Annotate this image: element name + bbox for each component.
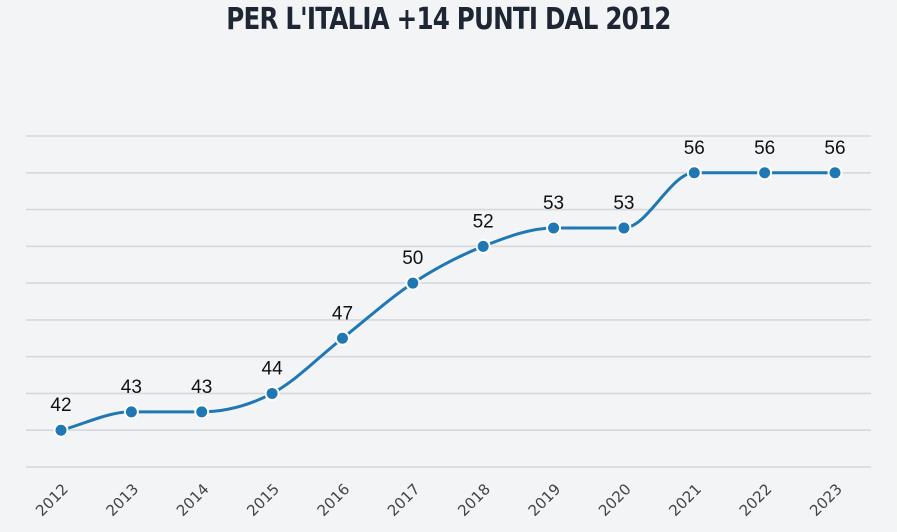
data-label-2016: 47 <box>332 303 353 324</box>
data-label-2022: 56 <box>754 138 775 159</box>
data-label-2019: 53 <box>543 193 564 214</box>
x-tick-label-2017: 2017 <box>384 480 424 520</box>
x-tick-label-2015: 2015 <box>243 480 283 520</box>
data-point-2020 <box>616 220 632 236</box>
x-tick-label-2018: 2018 <box>454 480 494 520</box>
x-tick-label-2013: 2013 <box>102 480 142 520</box>
data-point-2022 <box>757 165 773 181</box>
x-tick-label-2021: 2021 <box>665 480 705 520</box>
series-line-italia <box>60 171 835 432</box>
series-line-layer <box>60 171 835 432</box>
data-labels: 42 43 43 44 47 50 52 53 53 56 56 56 <box>50 138 845 416</box>
data-point-2018 <box>475 238 491 254</box>
x-tick-label-2022: 2022 <box>736 480 776 520</box>
data-point-2016 <box>334 330 350 346</box>
data-label-2013: 43 <box>121 377 142 398</box>
x-tick-label-2014: 2014 <box>173 480 213 520</box>
data-label-2017: 50 <box>402 248 423 269</box>
data-point-2017 <box>405 275 421 291</box>
data-point-2023 <box>827 165 843 181</box>
data-label-2015: 44 <box>262 358 284 379</box>
data-label-2018: 52 <box>473 211 494 232</box>
data-label-2014: 43 <box>191 377 212 398</box>
x-tick-label-2023: 2023 <box>806 480 846 520</box>
data-point-2012 <box>53 422 69 438</box>
data-point-2014 <box>194 404 210 420</box>
x-tick-label-2019: 2019 <box>525 480 565 520</box>
data-point-2013 <box>123 404 139 420</box>
x-axis-ticks: 2012 2013 2014 2015 2016 2017 2018 2019 2020 2021… <box>32 480 846 520</box>
data-label-2021: 56 <box>684 138 705 159</box>
data-label-2023: 56 <box>824 138 845 159</box>
chart-title: PER L'ITALIA +14 PUNTI DAL 2012 <box>226 2 671 37</box>
x-tick-label-2020: 2020 <box>595 480 635 520</box>
gridlines <box>26 135 871 468</box>
data-label-2012: 42 <box>50 395 71 416</box>
data-point-2019 <box>546 220 562 236</box>
data-point-2021 <box>686 165 702 181</box>
data-points <box>53 165 843 438</box>
data-label-2020: 53 <box>613 193 634 214</box>
data-point-2015 <box>264 385 280 401</box>
x-tick-label-2012: 2012 <box>32 480 72 520</box>
x-tick-label-2016: 2016 <box>314 480 354 520</box>
